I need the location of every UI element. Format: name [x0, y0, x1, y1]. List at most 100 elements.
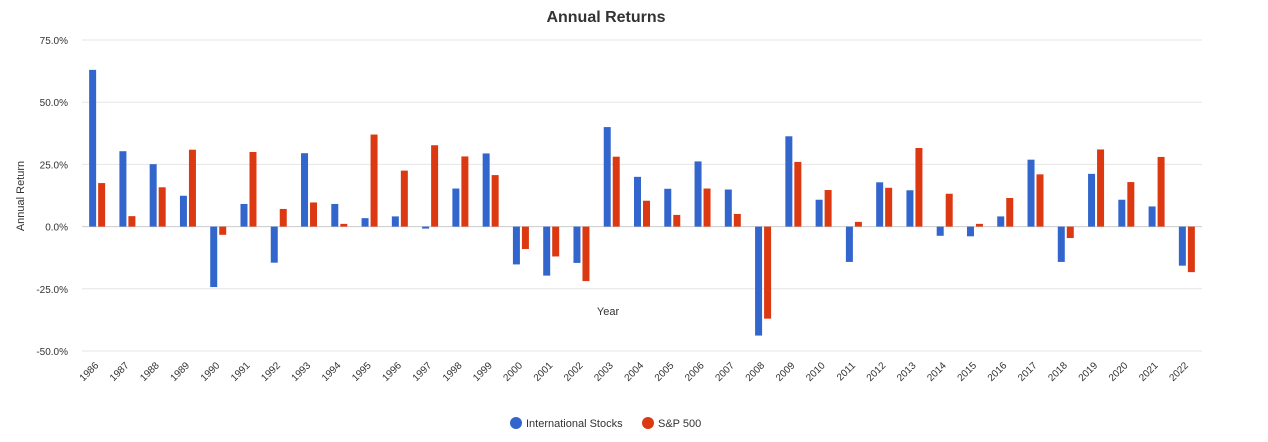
x-tick-label: 2000 [502, 360, 526, 384]
bar [340, 223, 348, 227]
x-tick-label: 2006 [683, 360, 707, 384]
y-tick-label: -25.0% [36, 285, 68, 296]
x-tick-label: 1989 [169, 360, 193, 384]
bar [1178, 226, 1186, 266]
x-tick-label: 2015 [956, 360, 980, 384]
bar [521, 226, 529, 249]
legend-item-sp500[interactable]: S&P 500 [642, 417, 701, 430]
x-tick-label: 1992 [259, 360, 283, 384]
legend-label-international: International Stocks [526, 418, 623, 430]
bar [643, 200, 650, 227]
x-tick-label: 2009 [774, 360, 798, 384]
bar [785, 136, 793, 227]
bar [188, 149, 196, 227]
bar [854, 221, 862, 227]
x-tick-label: 2010 [804, 360, 828, 384]
x-tick-label: 1995 [350, 360, 374, 384]
x-axis-label: Year [597, 306, 620, 318]
x-tick-label: 2016 [986, 360, 1010, 384]
x-tick-label: 1987 [108, 360, 132, 384]
bar [1057, 226, 1065, 262]
bar [1097, 149, 1105, 227]
bar [1127, 182, 1135, 227]
bar [764, 226, 772, 319]
x-tick-label: 2004 [623, 360, 647, 384]
bar [210, 226, 218, 288]
bar [612, 156, 620, 227]
x-tick-label: 2008 [744, 360, 768, 384]
bar [1066, 226, 1074, 239]
legend-marker-sp500 [642, 417, 654, 429]
bar [543, 226, 551, 276]
bar [361, 218, 369, 227]
bar [966, 226, 974, 237]
bar [552, 226, 560, 257]
x-tick-label: 1988 [138, 360, 162, 384]
x-tick-label: 1991 [229, 360, 253, 384]
bar [400, 170, 408, 227]
bar [158, 187, 166, 227]
x-tick-label: 2012 [865, 360, 889, 384]
bar [422, 226, 430, 229]
bar [975, 223, 983, 227]
legend-marker-international [510, 417, 522, 429]
x-tick-label: 2002 [562, 360, 586, 384]
y-tick-label: 25.0% [40, 160, 68, 171]
bar [149, 164, 157, 227]
bar [603, 127, 611, 227]
bar [89, 69, 97, 227]
x-tick-label: 2017 [1016, 360, 1040, 384]
bar [179, 195, 187, 227]
bar [1118, 199, 1126, 227]
x-tick-label: 1993 [290, 360, 314, 384]
chart-title: Annual Returns [546, 9, 665, 26]
bar [331, 203, 339, 227]
bar [391, 216, 399, 227]
bar [452, 188, 460, 227]
bar [1148, 206, 1156, 227]
bar [1036, 174, 1044, 227]
bar [997, 216, 1005, 227]
bar [815, 199, 823, 227]
bar [1187, 226, 1195, 273]
legend-label-sp500: S&P 500 [658, 418, 701, 430]
x-tick-label: 1986 [78, 360, 102, 384]
x-tick-labels: 1986 1987 1988 1989 1990 1991 1992 1993 1994 1995… [78, 360, 1192, 384]
bar [915, 147, 923, 227]
bar [128, 216, 136, 227]
bar [945, 193, 953, 227]
x-tick-label: 2003 [592, 360, 616, 384]
bar [694, 161, 702, 227]
bar [885, 187, 893, 227]
x-tick-label: 2005 [653, 360, 677, 384]
y-tick-labels: 75.0% 50.0% 25.0% 0.0% -25.0% -50.0% [36, 36, 68, 358]
bars [89, 69, 1195, 336]
x-tick-label: 1996 [380, 360, 404, 384]
bar [1088, 173, 1096, 227]
legend: International Stocks S&P 500 [510, 417, 701, 430]
x-tick-label: 2007 [713, 360, 737, 384]
x-tick-label: 2022 [1167, 360, 1191, 384]
bar [755, 226, 763, 336]
bar [724, 189, 732, 227]
bar [119, 151, 127, 227]
bar [634, 176, 641, 227]
x-tick-label: 1999 [471, 360, 495, 384]
x-tick-label: 2001 [532, 360, 556, 384]
bar [249, 151, 257, 227]
bar [733, 213, 741, 227]
bar [845, 226, 853, 262]
bar [936, 226, 944, 236]
x-tick-label: 1990 [199, 360, 223, 384]
bar [673, 214, 681, 227]
bar [370, 134, 378, 227]
bar [301, 153, 309, 227]
bar [582, 226, 590, 282]
bar [491, 175, 499, 227]
bar [279, 208, 287, 227]
y-tick-label: -50.0% [36, 347, 68, 358]
x-tick-label: 1997 [411, 360, 435, 384]
legend-item-international[interactable]: International Stocks [510, 417, 623, 430]
